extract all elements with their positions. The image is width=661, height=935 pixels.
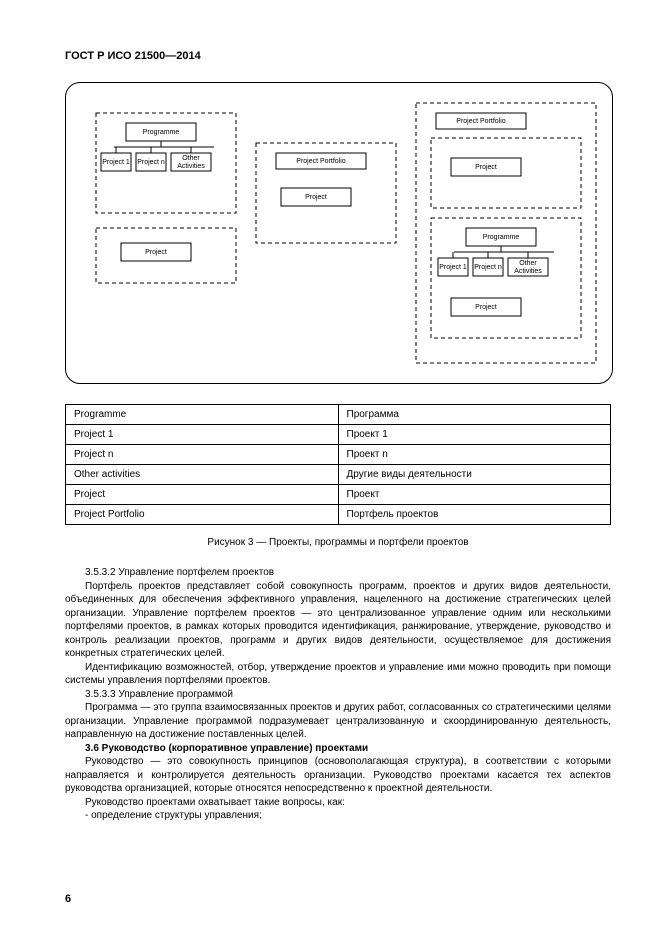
table-cell: Проект n xyxy=(338,445,611,465)
body-text: 3.5.3.2 Управление портфелем проектов По… xyxy=(65,566,611,823)
svg-text:Other: Other xyxy=(519,260,537,267)
sec-3533-p1: Программа — это группа взаимосвязанных п… xyxy=(65,701,611,742)
svg-text:Project: Project xyxy=(475,164,497,171)
sec-3532-head: 3.5.3.2 Управление портфелем проектов xyxy=(65,566,611,580)
svg-text:Activities: Activities xyxy=(177,163,205,170)
table-cell: Программа xyxy=(338,405,611,425)
table-row: Project 1Проект 1 xyxy=(66,425,611,445)
translation-table: ProgrammeПрограммаProject 1Проект 1Proje… xyxy=(65,404,611,525)
table-cell: Programme xyxy=(66,405,339,425)
svg-text:Project n: Project n xyxy=(474,264,502,271)
table-row: ProjectПроект xyxy=(66,485,611,505)
svg-text:Programme: Programme xyxy=(483,234,520,241)
sec-36-li1: - определение структуры управления; xyxy=(65,809,611,823)
table-row: Project PortfolioПортфель проектов xyxy=(66,505,611,525)
table-row: Project nПроект n xyxy=(66,445,611,465)
svg-text:Project Portfolio: Project Portfolio xyxy=(456,118,506,125)
table-cell: Проект xyxy=(338,485,611,505)
translation-table-body: ProgrammeПрограммаProject 1Проект 1Proje… xyxy=(66,405,611,525)
table-cell: Проект 1 xyxy=(338,425,611,445)
table-row: Other activitiesДругие виды деятельности xyxy=(66,465,611,485)
sec-3532-p1: Портфель проектов представляет собой сов… xyxy=(65,580,611,661)
diagram: ProgrammeProject 1Project nOtherActiviti… xyxy=(66,83,612,383)
svg-text:Project: Project xyxy=(475,304,497,311)
table-cell: Other activities xyxy=(66,465,339,485)
table-row: ProgrammeПрограмма xyxy=(66,405,611,425)
table-cell: Другие виды деятельности xyxy=(338,465,611,485)
table-cell: Project Portfolio xyxy=(66,505,339,525)
sec-3532-p2: Идентификацию возможностей, отбор, утвер… xyxy=(65,661,611,688)
sec-36-p1: Руководство — это совокупность принципов… xyxy=(65,755,611,796)
sec-36-p2: Руководство проектами охватывает такие в… xyxy=(65,796,611,810)
figure-frame: ProgrammeProject 1Project nOtherActiviti… xyxy=(65,82,613,384)
table-cell: Project n xyxy=(66,445,339,465)
table-cell: Project 1 xyxy=(66,425,339,445)
table-cell: Project xyxy=(66,485,339,505)
page: ГОСТ Р ИСО 21500—2014 ProgrammeProject 1… xyxy=(0,0,661,935)
svg-text:Programme: Programme xyxy=(143,129,180,136)
svg-text:Project: Project xyxy=(145,249,167,256)
sec-36-head: 3.6 Руководство (корпоративное управлени… xyxy=(65,742,611,756)
page-number: 6 xyxy=(65,893,71,905)
svg-text:Project 1: Project 1 xyxy=(439,264,467,271)
svg-text:Activities: Activities xyxy=(514,268,542,275)
svg-text:Project n: Project n xyxy=(137,159,165,166)
svg-text:Project Portfolio: Project Portfolio xyxy=(296,158,346,165)
figure-caption: Рисунок 3 — Проекты, программы и портфел… xyxy=(65,537,611,548)
document-header: ГОСТ Р ИСО 21500—2014 xyxy=(65,50,611,62)
sec-3533-head: 3.5.3.3 Управление программой xyxy=(65,688,611,702)
table-cell: Портфель проектов xyxy=(338,505,611,525)
svg-text:Project 1: Project 1 xyxy=(102,159,130,166)
svg-text:Other: Other xyxy=(182,155,200,162)
svg-text:Project: Project xyxy=(305,194,327,201)
